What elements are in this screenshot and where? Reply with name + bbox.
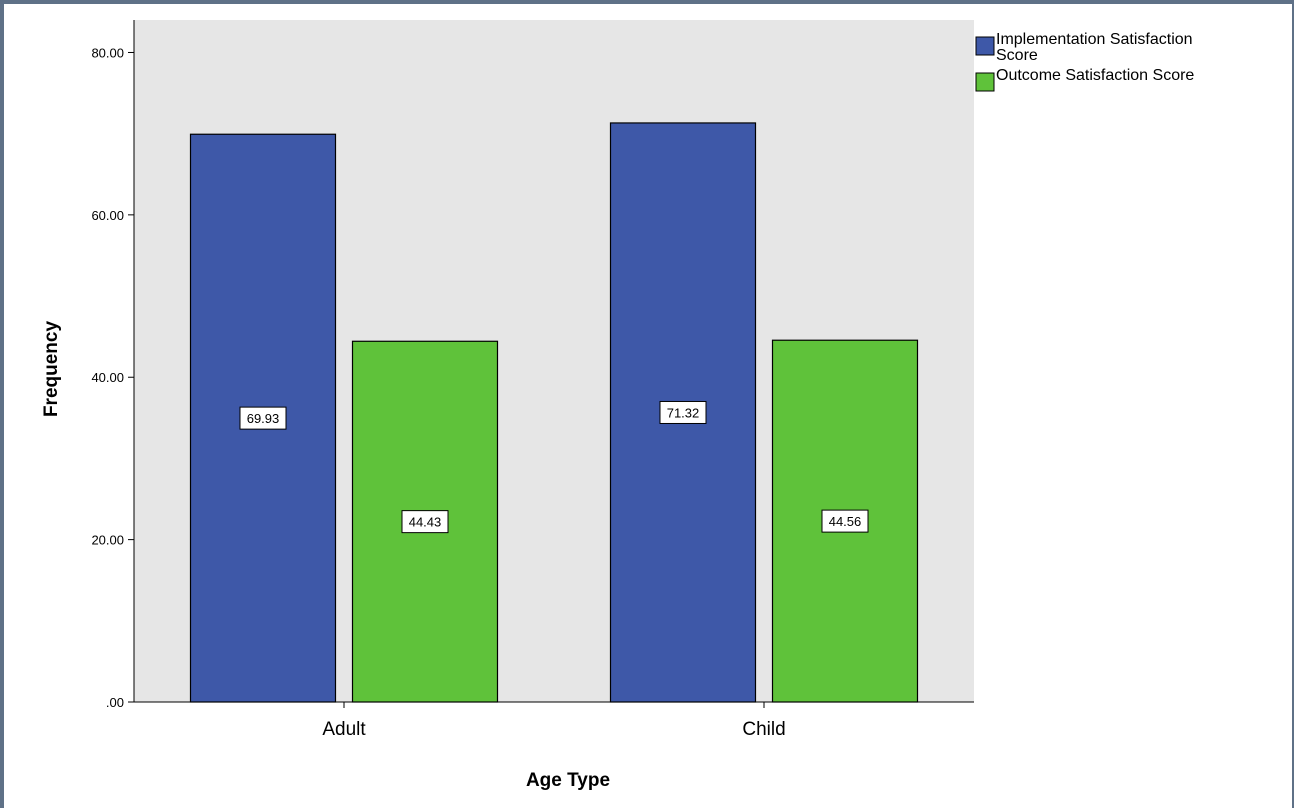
y-tick-label: 20.00 — [91, 533, 124, 548]
data-label: 71.32 — [659, 400, 707, 424]
data-label: 44.56 — [821, 509, 869, 533]
y-tick-label: 60.00 — [91, 208, 124, 223]
data-label-value: 71.32 — [667, 405, 700, 420]
y-tick-label: 80.00 — [91, 45, 124, 60]
x-axis-title: Age Type — [526, 770, 610, 791]
data-labels-group: 69.93 44.43 71.32 44.56 — [239, 400, 869, 534]
legend-label: Outcome Satisfaction Score — [996, 67, 1194, 84]
data-label-box — [239, 406, 287, 430]
data-label-box — [659, 400, 707, 424]
data-label-value: 44.56 — [829, 514, 862, 529]
y-axis-title: Frequency — [41, 321, 62, 418]
y-tick-label: 40.00 — [91, 370, 124, 385]
legend-swatch — [975, 36, 995, 56]
data-label-value: 44.43 — [409, 515, 442, 530]
legend-label: Implementation Satisfaction — [996, 31, 1193, 48]
data-label-box — [401, 510, 449, 534]
legend-label: Score — [996, 47, 1038, 64]
y-axis: .00 20.00 40.00 60.00 80.00 — [91, 20, 135, 710]
y-tick-label: .00 — [106, 695, 124, 710]
legend-swatch — [975, 72, 995, 92]
legend-item: Outcome Satisfaction Score — [975, 67, 1194, 92]
x-tick-label: Child — [742, 719, 785, 740]
data-label: 44.43 — [401, 510, 449, 534]
bar-chart: 69.93 44.43 71.32 44.56 .00 20.00 40.00 60.00 8… — [41, 20, 1194, 791]
x-tick-label: Adult — [322, 719, 366, 740]
data-label-box — [821, 509, 869, 533]
data-label: 69.93 — [239, 406, 287, 430]
x-axis: Adult Child — [134, 701, 974, 740]
data-label-value: 69.93 — [247, 411, 280, 426]
